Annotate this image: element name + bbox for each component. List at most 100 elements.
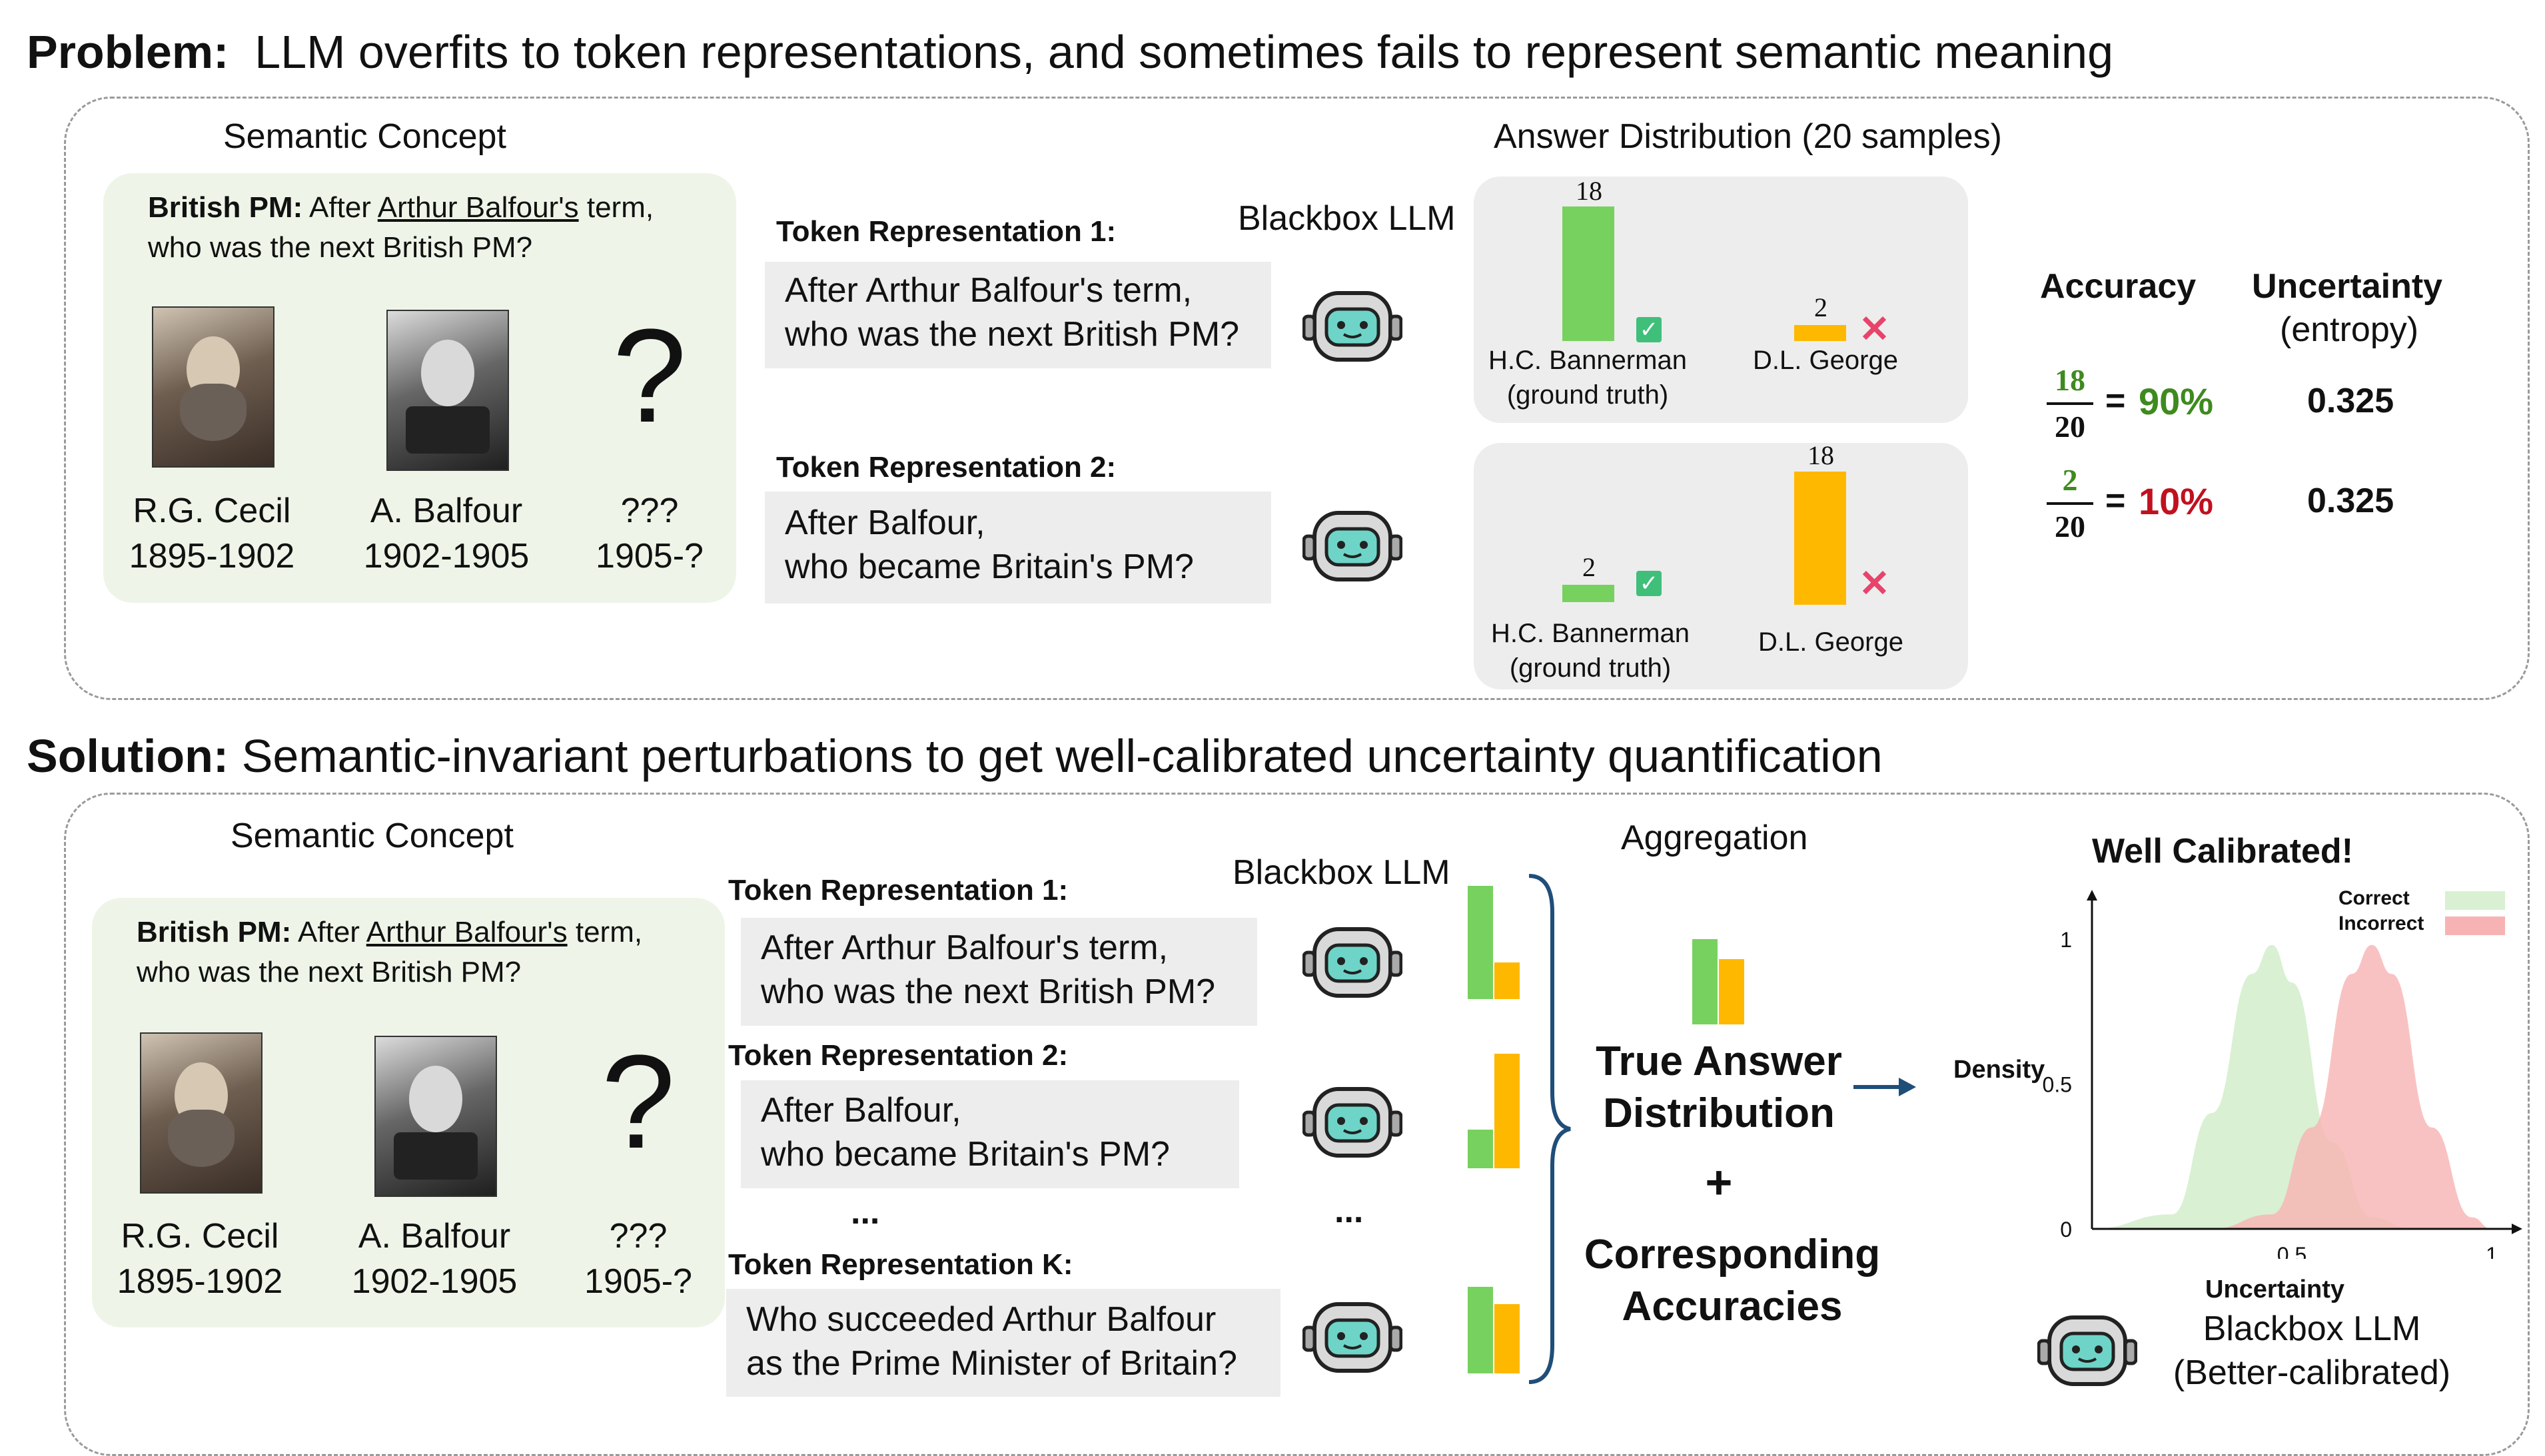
person-name: A. Balfour xyxy=(370,492,523,530)
token-line-2: who became Britain's PM? xyxy=(785,547,1194,586)
robot-icon xyxy=(1302,927,1402,998)
problem-question-line2: who was the next British PM? xyxy=(148,231,533,264)
solution-token-rep-k-box xyxy=(726,1289,1280,1397)
problem-title-bold: Problem: xyxy=(27,26,229,78)
answer-name: H.C. Bannerman xyxy=(1488,346,1687,375)
density-curve-incorrect xyxy=(2212,944,2492,1229)
accuracy-value-1: 90% xyxy=(2139,380,2214,422)
y-axis-label: Density xyxy=(1953,1056,2045,1084)
solution-photo-cecil xyxy=(140,1032,262,1194)
true-answer-line-2: Distribution xyxy=(1603,1090,1835,1136)
answer-distribution-label: Answer Distribution (20 samples) xyxy=(1494,117,2002,156)
person-years: 1902-1905 xyxy=(363,537,530,575)
legend: Correct Incorrect xyxy=(2325,887,2512,940)
problem-title-text: LLM overfits to token representations, a… xyxy=(254,26,2114,78)
answer-sub: (ground truth) xyxy=(1509,653,1672,683)
accuracy-header: Accuracy xyxy=(2040,267,2197,306)
cross-icon: ✕ xyxy=(1859,562,1890,604)
problem-token-rep-2-box xyxy=(765,492,1271,603)
x-axis-label: Uncertainty xyxy=(2205,1275,2345,1303)
problem-blackbox-label: Blackbox LLM xyxy=(1238,199,1456,238)
x-tick-label: 0.5 xyxy=(2277,1243,2306,1259)
dist1-count-b: 2 xyxy=(1814,292,1827,322)
token-line-1: Who succeeded Arthur Balfour xyxy=(746,1300,1217,1339)
legend-incorrect-label: Incorrect xyxy=(2338,912,2424,934)
mini-bar-orange xyxy=(1494,1304,1520,1373)
y-tick-label: 1 xyxy=(2060,928,2072,952)
uncertainty-subheader: (entropy) xyxy=(2280,310,2419,349)
true-answer-label: True Answer Distribution xyxy=(1592,1036,1845,1140)
dist2-count-a: 2 xyxy=(1582,552,1596,582)
dist2-count-b: 18 xyxy=(1807,440,1834,470)
y-axis-arrow xyxy=(2087,890,2097,901)
answer-distribution-1 xyxy=(1474,177,1968,423)
solution-ellipsis-left: ... xyxy=(851,1193,880,1232)
final-llm-line-2: (Better-calibrated) xyxy=(2173,1353,2451,1392)
person-years: 1905-? xyxy=(596,537,704,575)
solution-token-rep-2-text: After Balfour, who became Britain's PM? xyxy=(741,1088,1239,1176)
solution-title: Solution: Semantic-invariant perturbatio… xyxy=(27,729,1883,783)
token-line-1: After Arthur Balfour's term, xyxy=(761,928,1169,967)
fraction-denominator: 20 xyxy=(2055,410,2085,444)
accuracy-eq-2: = xyxy=(2105,482,2126,520)
token-line-2: who was the next British PM? xyxy=(785,315,1240,354)
entropy-value-1: 0.325 xyxy=(2307,382,2394,420)
y-tick-label: 0.5 xyxy=(2043,1073,2072,1097)
plus-sign: + xyxy=(1705,1156,1733,1208)
token-line-2: who was the next British PM? xyxy=(761,972,1216,1011)
dist1-count-a: 18 xyxy=(1576,176,1602,206)
person-years: 1895-1902 xyxy=(117,1262,283,1301)
check-icon: ✓ xyxy=(1636,317,1662,342)
answer-name: D.L. George xyxy=(1753,346,1898,375)
legend-correct-label: Correct xyxy=(2338,887,2410,909)
token-line-1: After Balfour, xyxy=(761,1091,961,1130)
answer-distribution-2 xyxy=(1474,443,1968,689)
dist1-answer-a: H.C. Bannerman (ground truth) xyxy=(1478,343,1698,412)
dist2-bar-a xyxy=(1562,585,1614,602)
chart-title: Well Calibrated! xyxy=(2092,832,2354,871)
problem-question-post: term, xyxy=(586,191,654,224)
problem-title: Problem: LLM overfits to token represent… xyxy=(27,25,2113,79)
corresponding-accuracies-label: Corresponding Accuracies xyxy=(1579,1229,1885,1333)
dist1-bar-a xyxy=(1562,206,1614,341)
problem-person-3: ??? 1905-? xyxy=(550,488,750,579)
token-line-2: who became Britain's PM? xyxy=(761,1135,1170,1174)
solution-person-2: A. Balfour 1902-1905 xyxy=(334,1214,534,1304)
answer-name: H.C. Bannerman xyxy=(1491,619,1690,648)
legend-incorrect-swatch xyxy=(2445,916,2505,935)
solution-token-rep-k-header: Token Representation K: xyxy=(728,1248,1073,1281)
check-icon: ✓ xyxy=(1636,571,1662,596)
problem-token-rep-1-header: Token Representation 1: xyxy=(776,215,1117,248)
dist2-answer-b: D.L. George xyxy=(1731,625,1931,659)
corr-line-1: Corresponding xyxy=(1584,1232,1881,1277)
cross-icon: ✕ xyxy=(1859,308,1890,350)
accuracy-eq-1: = xyxy=(2105,382,2126,420)
solution-token-rep-2-box xyxy=(741,1080,1239,1188)
person-years: 1895-1902 xyxy=(129,537,295,575)
answer-sub: (ground truth) xyxy=(1506,380,1669,410)
solution-token-rep-k-text: Who succeeded Arthur Balfour as the Prim… xyxy=(726,1297,1280,1385)
aggregation-label: Aggregation xyxy=(1621,819,1808,857)
robot-icon xyxy=(2037,1315,2137,1386)
problem-person-1: R.G. Cecil 1895-1902 xyxy=(112,488,312,579)
entropy-value-2: 0.325 xyxy=(2307,482,2394,520)
x-axis-arrow xyxy=(2512,1224,2522,1234)
token-line-1: After Balfour, xyxy=(785,504,985,542)
y-tick-label: 0 xyxy=(2060,1218,2072,1242)
solution-ellipsis-robots: ... xyxy=(1334,1192,1364,1230)
solution-question: British PM: After Arthur Balfour's term,… xyxy=(137,912,716,992)
robot-icon xyxy=(1302,1087,1402,1158)
problem-question-bold: British PM: xyxy=(148,191,303,224)
person-years: 1905-? xyxy=(584,1262,692,1301)
accuracy-fraction-1: 18 20 xyxy=(2047,360,2093,448)
solution-photo-balfour xyxy=(374,1036,497,1197)
dist1-bar-b xyxy=(1794,325,1846,341)
person-years: 1902-1905 xyxy=(351,1262,518,1301)
solution-question-line2: who was the next British PM? xyxy=(137,956,522,988)
robot-icon xyxy=(1302,1302,1402,1373)
aggregation-brace xyxy=(1528,874,1571,1384)
solution-question-mark: ? xyxy=(601,1028,676,1176)
solution-person-3: ??? 1905-? xyxy=(538,1214,738,1304)
dist1-answer-b: D.L. George xyxy=(1726,343,1925,378)
aggregated-bar-orange xyxy=(1719,959,1744,1024)
